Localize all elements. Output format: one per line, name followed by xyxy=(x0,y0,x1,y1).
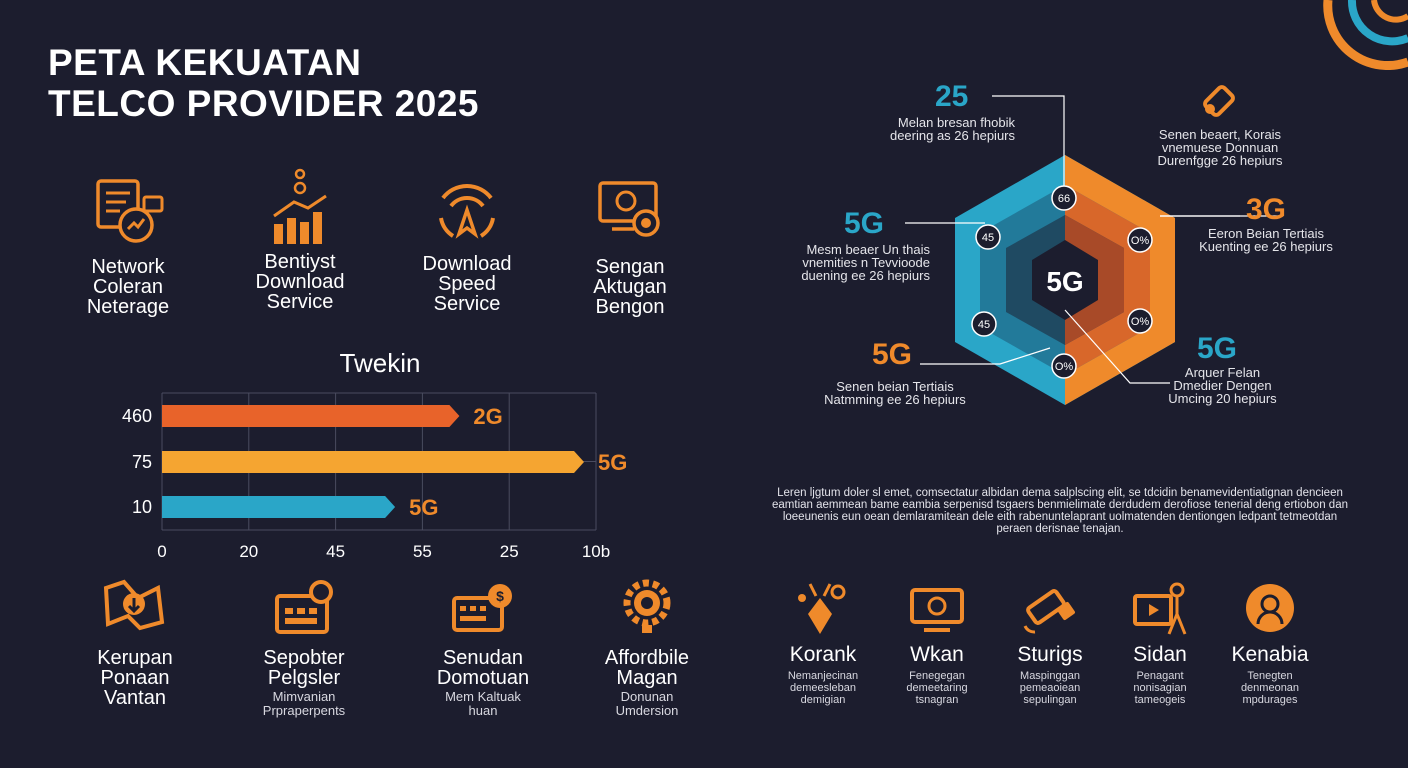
item-label: Kenabia xyxy=(1231,643,1309,666)
hex-node-2: 45 xyxy=(975,224,1001,250)
feature-label: Bentiyst Download Service xyxy=(255,251,345,313)
bar-label: 5G xyxy=(598,450,627,475)
svg-text:45: 45 xyxy=(978,319,990,331)
monitor-dollar-icon xyxy=(910,588,964,632)
bottom-item-2: Sepobter Pelgsler Mimvanian Prpraperpent… xyxy=(219,578,389,718)
monitor-badge-icon xyxy=(598,181,660,237)
hex-center-label: 5G xyxy=(1046,266,1083,297)
feature-speed: Download Speed Service xyxy=(382,172,552,314)
document-chart-icon xyxy=(96,179,164,243)
x-tick-label: 0 xyxy=(157,542,166,561)
item-subtext: Nemanjecinan demeesleban demigian xyxy=(787,670,859,706)
hex-node-4: 45 xyxy=(971,311,997,337)
callout-top-right-text: Senen beaert, Korais vnemuese Donnuan Du… xyxy=(1157,127,1283,168)
corner-arcs-decoration xyxy=(1323,0,1408,70)
svg-text:66: 66 xyxy=(1058,193,1070,205)
item-subtext: Fenegegan demeetaring tsnagran xyxy=(906,670,968,706)
x-tick-label: 25 xyxy=(500,542,519,561)
callout-5g-bottom-left-text: Senen beian Tertiais Natmming ee 26 hepi… xyxy=(824,379,966,407)
item-label: Korank xyxy=(789,643,857,666)
right-item-4: Sidan Penagant nonisagian tameogeis xyxy=(1095,580,1225,706)
x-tick-label: 45 xyxy=(326,542,345,561)
bottom-item-3: $ Senudan Domotuan Mem Kaltuak huan xyxy=(398,578,568,718)
item-label: Senudan Domotuan xyxy=(436,647,530,689)
item-label: Wkan xyxy=(910,643,964,666)
wifi-signal-icon xyxy=(439,184,495,239)
bar-chart: 0 20 45 55 25 10b 460 2G 75 5G 10 5G xyxy=(122,392,627,561)
hex-node-6: O% xyxy=(1051,353,1077,379)
gear-bulb-icon xyxy=(623,579,671,633)
hex-node-1: 66 xyxy=(1051,185,1077,211)
feature-label: Network Coleran Neterage xyxy=(86,256,170,318)
callout-5g-right-text: Arquer Felan Dmedier Dengen Umcing 20 he… xyxy=(1168,365,1277,406)
item-subtext: Penagant nonisagian tameogeis xyxy=(1133,670,1187,706)
feature-label: Download Speed Service xyxy=(422,253,512,315)
hex-core xyxy=(1032,240,1098,320)
feature-label: Sengan Aktugan Bengon xyxy=(593,256,667,318)
callout-5g-left-text: Mesm beaer Un thais vnemities n Tevviood… xyxy=(801,242,930,283)
feature-download: Bentiyst Download Service xyxy=(215,168,385,312)
category-label: 10 xyxy=(132,497,152,517)
hex-node-3: O% xyxy=(1127,227,1153,253)
item-subtext: Donunan Umdersion xyxy=(615,689,679,718)
right-item-1: Korank Nemanjecinan demeesleban demigian xyxy=(758,580,888,706)
item-label: Sepobter Pelgsler xyxy=(263,647,345,689)
description-paragraph: Leren ljgtum doler sl emet, comsectatur … xyxy=(772,487,1348,535)
calendar-dashboard-icon xyxy=(275,580,333,634)
presentation-icon xyxy=(1133,582,1187,635)
item-subtext: Tenegten denmeonan mpdurages xyxy=(1240,670,1300,706)
right-item-5: Kenabia Tenegten denmeonan mpdurages xyxy=(1205,580,1335,706)
item-subtext: Mem Kaltuak huan xyxy=(445,689,521,718)
hex-node-5: O% xyxy=(1127,308,1153,334)
callout-5g-right-big: 5G xyxy=(1197,332,1238,365)
feature-service: Sengan Aktugan Bengon xyxy=(545,175,715,317)
bar xyxy=(162,451,584,473)
svg-text:O%: O% xyxy=(1131,235,1150,247)
tower-signal-icon xyxy=(798,583,846,634)
item-subtext: Mimvanian Prpraperpents xyxy=(262,689,346,718)
x-tick-label: 10b xyxy=(582,542,610,561)
item-label: Kerupan Ponaan Vantan xyxy=(97,647,173,709)
svg-text:O%: O% xyxy=(1131,316,1150,328)
callout-25-big: 25 xyxy=(935,80,969,113)
wrench-icon xyxy=(1203,85,1235,117)
bar-chart-icon xyxy=(273,168,327,244)
satellite-icon xyxy=(1023,589,1075,634)
callout-25-text: Melan bresan fhobik deering as 26 hepiur… xyxy=(889,115,1015,143)
bottom-item-1: Kerupan Ponaan Vantan xyxy=(50,578,220,708)
card-dollar-icon: $ xyxy=(452,584,512,632)
x-tick-label: 55 xyxy=(413,542,432,561)
bar xyxy=(162,496,396,518)
category-label: 460 xyxy=(122,406,152,426)
bar-label: 2G xyxy=(473,404,502,429)
item-label: Sidan xyxy=(1133,643,1187,666)
x-tick-label: 20 xyxy=(239,542,258,561)
item-subtext: Maspinggan pemeaoiean sepulingan xyxy=(1019,670,1081,706)
svg-text:$: $ xyxy=(496,588,504,604)
callout-5g-left-big: 5G xyxy=(844,207,885,240)
svg-text:45: 45 xyxy=(982,232,994,244)
callout-5g-bottom-left-big: 5G xyxy=(872,338,913,371)
chart-title: Twekin xyxy=(339,348,421,378)
hexagon-diagram: 5G 66 45 O% 45 O% O% xyxy=(905,95,1280,405)
graph-download-icon xyxy=(103,579,165,631)
item-label: Affordbile Magan xyxy=(604,647,690,689)
connector-lines xyxy=(905,95,1280,384)
category-label: 75 xyxy=(132,452,152,472)
right-item-3: Sturigs Maspinggan pemeaoiean sepulingan xyxy=(985,580,1115,706)
bar xyxy=(162,405,460,427)
callout-3g-text: Eeron Beian Tertiais Kuenting ee 26 hepi… xyxy=(1199,226,1333,254)
right-item-2: Wkan Fenegegan demeetaring tsnagran xyxy=(872,580,1002,706)
page-title: PETA KEKUATAN TELCO PROVIDER 2025 xyxy=(48,42,480,124)
bar-label: 5G xyxy=(409,495,438,520)
user-headset-icon xyxy=(1246,584,1294,632)
bottom-item-4: Affordbile Magan Donunan Umdersion xyxy=(562,572,732,718)
item-label: Sturigs xyxy=(1017,643,1083,666)
callout-3g-big: 3G xyxy=(1246,193,1287,226)
feature-network: Network Coleran Neterage xyxy=(43,175,213,317)
svg-text:O%: O% xyxy=(1055,361,1074,373)
